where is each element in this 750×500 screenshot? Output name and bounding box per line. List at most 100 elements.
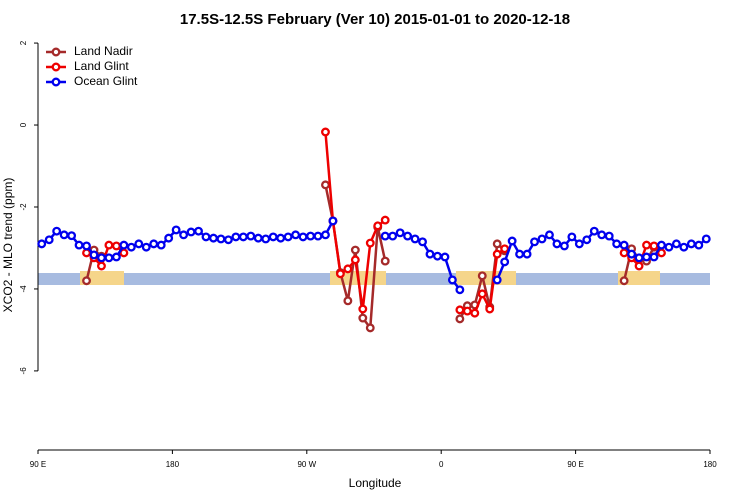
data-point xyxy=(89,250,99,260)
data-point xyxy=(313,231,323,241)
legend-marker xyxy=(51,62,61,72)
data-point xyxy=(455,314,465,324)
data-point xyxy=(283,232,293,242)
data-point xyxy=(343,264,353,274)
data-point xyxy=(470,308,480,318)
legend-label: Ocean Glint xyxy=(74,74,138,88)
data-point xyxy=(52,226,62,236)
x-tick-label: 90 W xyxy=(297,460,316,469)
legend-label: Land Nadir xyxy=(74,44,133,58)
data-point xyxy=(686,239,696,249)
data-point xyxy=(694,240,704,250)
data-point xyxy=(440,252,450,262)
data-point xyxy=(246,231,256,241)
data-point xyxy=(492,249,502,259)
data-point xyxy=(395,228,405,238)
data-point xyxy=(216,234,226,244)
data-point xyxy=(612,239,622,249)
data-point xyxy=(321,127,330,137)
data-point xyxy=(679,242,689,252)
data-point xyxy=(59,230,69,240)
data-point xyxy=(179,230,189,240)
data-point xyxy=(358,313,368,323)
data-point xyxy=(380,231,390,241)
data-point xyxy=(350,245,360,255)
data-point xyxy=(455,305,465,315)
data-point xyxy=(201,232,211,242)
data-point xyxy=(97,261,106,271)
data-point xyxy=(545,230,554,240)
data-point xyxy=(37,239,47,249)
data-point xyxy=(462,306,472,316)
x-tick-label: 180 xyxy=(703,460,717,469)
x-tick-label: 0 xyxy=(439,460,444,469)
data-point xyxy=(321,230,330,240)
data-point xyxy=(671,239,681,249)
data-point xyxy=(306,231,315,241)
data-point xyxy=(373,221,383,231)
data-point xyxy=(559,241,569,251)
data-point xyxy=(141,242,151,252)
data-point xyxy=(433,251,442,261)
data-point xyxy=(134,239,144,249)
data-point xyxy=(111,241,121,251)
data-point xyxy=(276,233,286,243)
data-point xyxy=(268,232,278,242)
data-point xyxy=(335,269,345,279)
data-point xyxy=(343,296,353,306)
data-point xyxy=(492,239,502,249)
data-point xyxy=(485,304,495,314)
data-point xyxy=(425,249,435,259)
data-point xyxy=(67,231,77,241)
data-point xyxy=(380,256,390,266)
y-tick-label: 0 xyxy=(19,122,28,127)
data-point xyxy=(164,233,174,243)
data-point xyxy=(119,240,129,250)
data-point xyxy=(238,232,248,242)
data-point xyxy=(515,249,525,259)
data-point xyxy=(261,234,271,244)
data-point xyxy=(619,248,629,258)
legend-label: Land Glint xyxy=(74,59,129,73)
data-point xyxy=(634,253,644,263)
data-point xyxy=(649,252,659,262)
data-point xyxy=(477,289,487,299)
data-point xyxy=(492,275,502,285)
chart-title: 17.5S-12.5S February (Ver 10) 2015-01-01… xyxy=(180,11,570,28)
data-point xyxy=(619,276,629,286)
data-point xyxy=(701,234,711,244)
data-point xyxy=(552,239,562,249)
data-point xyxy=(582,235,592,245)
land-band xyxy=(80,271,124,285)
data-point xyxy=(209,233,218,243)
data-point xyxy=(522,249,532,259)
data-point xyxy=(119,248,129,258)
data-point xyxy=(171,225,181,235)
data-point xyxy=(507,236,517,246)
data-point xyxy=(597,230,607,240)
data-point xyxy=(530,237,539,247)
x-tick-label: 180 xyxy=(166,460,180,469)
data-point xyxy=(104,253,114,263)
data-point xyxy=(447,275,457,285)
data-point xyxy=(186,227,196,237)
data-point xyxy=(500,244,510,254)
data-point xyxy=(537,234,547,244)
data-point xyxy=(298,232,308,242)
data-point xyxy=(657,240,666,250)
data-point xyxy=(664,242,674,252)
data-point xyxy=(589,226,599,236)
data-point xyxy=(231,232,241,242)
data-point xyxy=(365,323,375,333)
data-point xyxy=(44,235,54,245)
x-axis-label: Longitude xyxy=(349,476,402,490)
data-point xyxy=(74,240,84,250)
x-tick-label: 90 E xyxy=(30,460,46,469)
y-tick-label: -6 xyxy=(19,367,28,375)
data-point xyxy=(365,238,375,248)
data-point xyxy=(253,233,263,243)
y-tick-label: 2 xyxy=(19,40,28,45)
data-point xyxy=(455,285,465,295)
